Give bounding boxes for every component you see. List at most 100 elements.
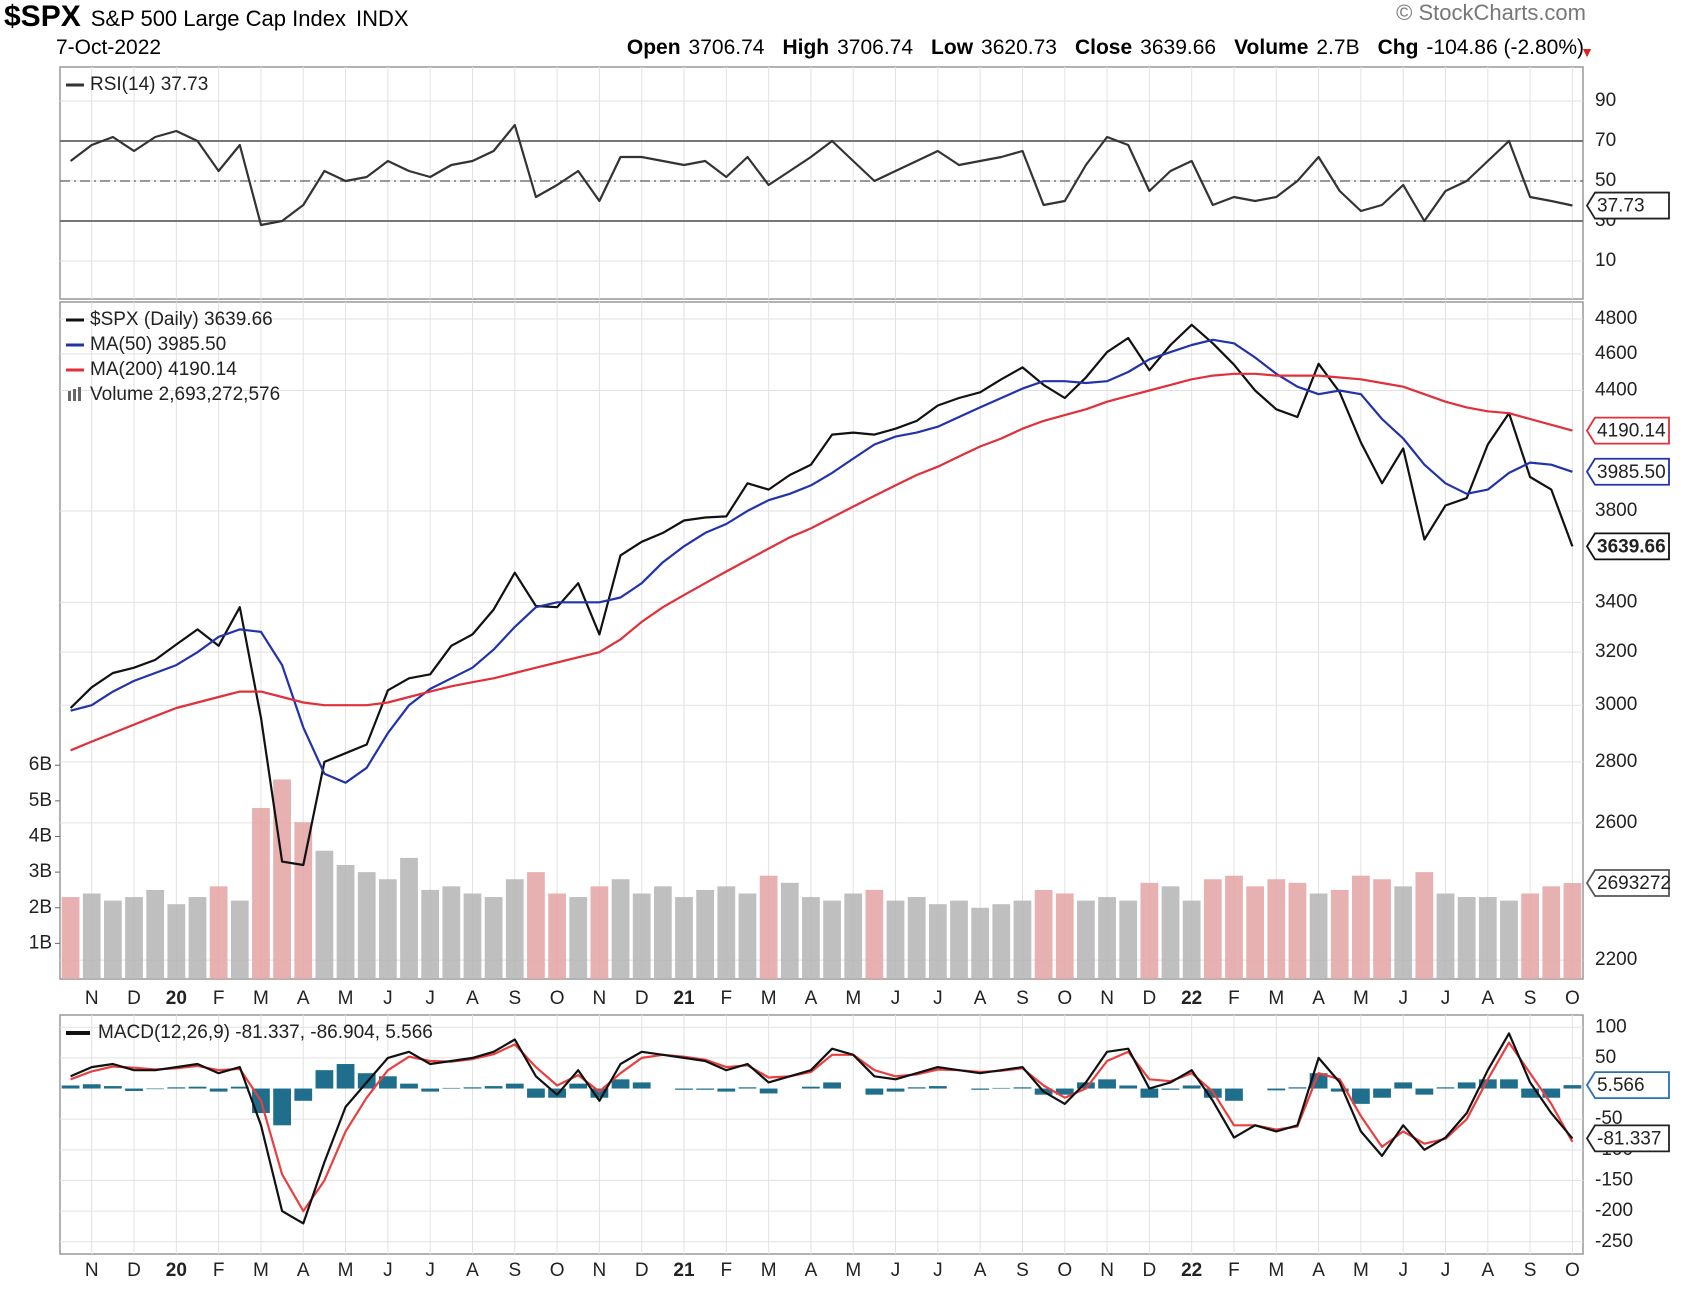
stat-value: -104.86 (-2.80%) bbox=[1426, 36, 1584, 59]
bar bbox=[188, 1086, 207, 1089]
bar bbox=[780, 882, 799, 979]
bar bbox=[675, 1088, 693, 1090]
x-tick-label: F bbox=[1228, 988, 1240, 1009]
bar bbox=[442, 1087, 461, 1089]
x-tick-label: J bbox=[383, 988, 393, 1009]
x-tick-label: N bbox=[1100, 1260, 1114, 1281]
stat-value: 2.7B bbox=[1316, 36, 1360, 59]
bar bbox=[1034, 889, 1053, 979]
y-tick-label: 2200 bbox=[1595, 949, 1637, 970]
bar bbox=[759, 1088, 778, 1094]
series-line bbox=[70, 1032, 1574, 1225]
value-marker bbox=[1585, 416, 1670, 445]
y2-tick-label: 4B bbox=[29, 825, 52, 846]
x-tick-label: M bbox=[1268, 1260, 1284, 1281]
x-tick-label: A bbox=[974, 988, 987, 1009]
legend-entry: MA(200) 4190.14 bbox=[90, 359, 237, 380]
bar bbox=[1055, 1088, 1074, 1095]
x-tick-label: M bbox=[845, 988, 861, 1009]
x-tick-label: N bbox=[593, 988, 607, 1009]
bar bbox=[315, 850, 334, 979]
x-tick-label: F bbox=[213, 988, 225, 1009]
x-tick-label: A bbox=[1312, 1260, 1325, 1281]
x-tick-label: O bbox=[550, 1260, 565, 1281]
bar bbox=[823, 1082, 841, 1089]
bar bbox=[1436, 893, 1455, 979]
bar bbox=[823, 900, 841, 979]
y2-tick-label: 6B bbox=[29, 754, 52, 775]
y-tick-label: 50 bbox=[1595, 170, 1616, 191]
bar bbox=[1352, 875, 1370, 979]
bar bbox=[294, 822, 313, 979]
stats: Open 3706.74 High 3706.74 Low 3620.73 Close 363… bbox=[617, 36, 1584, 60]
bar bbox=[1077, 900, 1095, 979]
bar bbox=[971, 1088, 990, 1090]
bar bbox=[569, 897, 588, 979]
value-marker bbox=[1585, 532, 1670, 561]
x-tick-label: S bbox=[508, 1260, 521, 1281]
bar bbox=[1542, 886, 1561, 979]
x-tick-label: D bbox=[1143, 1260, 1157, 1281]
bar bbox=[971, 907, 990, 979]
bar bbox=[569, 1083, 588, 1089]
source: © StockCharts.com bbox=[1396, 0, 1586, 25]
x-tick-label: A bbox=[805, 1260, 818, 1281]
bar bbox=[1330, 889, 1349, 979]
bar bbox=[1225, 875, 1243, 979]
bar bbox=[146, 1088, 165, 1090]
bar bbox=[125, 897, 143, 979]
x-tick-label: D bbox=[635, 988, 649, 1009]
bar bbox=[1161, 886, 1180, 979]
bar bbox=[1457, 897, 1476, 979]
bar bbox=[1267, 879, 1286, 979]
bar bbox=[590, 1088, 609, 1098]
y-tick-label: 50 bbox=[1595, 1047, 1616, 1068]
bar bbox=[357, 872, 376, 979]
x-tick-label: 22 bbox=[1181, 988, 1202, 1009]
x-tick-label: F bbox=[1228, 1260, 1240, 1281]
stat-value: 3706.74 bbox=[688, 36, 765, 59]
x-tick-label: M bbox=[761, 988, 777, 1009]
bar bbox=[82, 893, 101, 979]
y-tick-label: -200 bbox=[1595, 1200, 1633, 1221]
bar bbox=[696, 1088, 715, 1090]
x-tick-label: M bbox=[253, 1260, 269, 1281]
bar bbox=[865, 1088, 884, 1095]
series-line bbox=[70, 1041, 1574, 1213]
bar bbox=[527, 872, 545, 979]
bar bbox=[252, 807, 270, 979]
bar bbox=[442, 886, 461, 979]
x-tick-label: F bbox=[721, 1260, 733, 1281]
bar bbox=[421, 889, 440, 979]
x-tick-label: S bbox=[1524, 988, 1537, 1009]
index-name: S&P 500 Large Cap Index bbox=[90, 6, 346, 31]
y2-tick-label: 2B bbox=[29, 897, 52, 918]
bar bbox=[632, 1082, 651, 1089]
x-tick-label: O bbox=[550, 988, 565, 1009]
value-marker bbox=[1585, 869, 1670, 897]
y2-tick-label: 1B bbox=[29, 932, 52, 953]
bar bbox=[717, 886, 736, 979]
x-tick-label: J bbox=[891, 1260, 901, 1281]
value-marker-label: -81.337 bbox=[1597, 1128, 1661, 1149]
stat-value: 3620.73 bbox=[981, 36, 1057, 59]
legend-entry: RSI(14) 37.73 bbox=[90, 74, 208, 95]
bar bbox=[802, 897, 820, 979]
x-tick-label: M bbox=[1268, 988, 1284, 1009]
y-tick-label: 3000 bbox=[1595, 694, 1637, 715]
bar bbox=[505, 879, 524, 979]
series-line bbox=[70, 338, 1573, 784]
bar bbox=[950, 900, 968, 979]
x-tick-label: D bbox=[127, 988, 141, 1009]
bar bbox=[505, 1083, 524, 1089]
bar bbox=[1098, 897, 1116, 979]
header-row: 7-Oct-2022 Open 3706.74 High 3706.74 Low 3620… bbox=[0, 36, 1706, 64]
stat-label: Open bbox=[626, 36, 681, 59]
bar bbox=[400, 857, 418, 979]
bar bbox=[844, 893, 863, 979]
x-tick-label: J bbox=[1398, 988, 1408, 1009]
x-tick-label: S bbox=[508, 988, 521, 1009]
bar bbox=[928, 904, 947, 979]
y-tick-label: 90 bbox=[1595, 90, 1616, 111]
